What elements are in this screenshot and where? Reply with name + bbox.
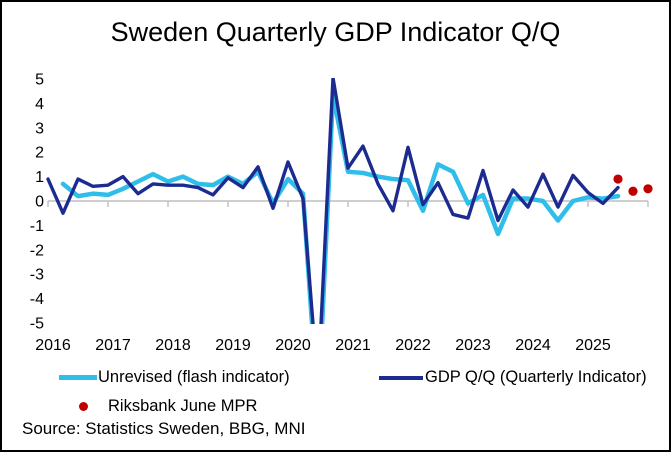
legend-item-mpr: Riksbank June MPR	[79, 397, 257, 415]
y-tick-label: -4	[30, 291, 44, 308]
legend-item-gdp: GDP Q/Q (Quarterly Indicator)	[379, 369, 647, 386]
y-tick-label: 3	[35, 120, 44, 137]
x-tick-label: 2019	[215, 337, 251, 354]
y-tick-label: 1	[35, 169, 44, 186]
mpr-forecast-dot	[613, 174, 623, 184]
y-tick-label: 5	[35, 72, 44, 89]
mpr-forecast-dot	[643, 184, 653, 194]
x-tick-label: 2021	[335, 337, 371, 354]
x-tick-label: 2023	[455, 337, 491, 354]
gdp-series-line	[46, 78, 620, 324]
chart-title: Sweden Quarterly GDP Indicator Q/Q	[110, 17, 561, 47]
y-tick-label: -3	[30, 267, 44, 284]
y-tick-label: 4	[35, 96, 44, 113]
y-tick-label: -1	[30, 218, 44, 235]
y-tick-label: -2	[30, 242, 44, 259]
x-tick-label: 2017	[95, 337, 131, 354]
mpr-dot-icon	[79, 401, 88, 411]
legend-item-flash: Unrevised (flash indicator)	[59, 369, 290, 386]
x-tick-label: 2020	[275, 337, 311, 354]
flash-line-swatch-icon	[59, 375, 97, 380]
y-tick-label: 0	[35, 194, 44, 211]
y-tick-label: 2	[35, 145, 44, 162]
mpr-forecast-dot	[628, 186, 638, 196]
gdp-line-swatch-icon	[379, 375, 423, 380]
source-text: Source: Statistics Sweden, BBG, MNI	[22, 419, 306, 438]
legend-label-gdp: GDP Q/Q (Quarterly Indicator)	[425, 368, 647, 386]
legend-label-mpr: Riksbank June MPR	[108, 396, 258, 415]
x-tick-label: 2022	[395, 337, 431, 354]
x-tick-label: 2025	[575, 337, 611, 354]
y-tick-label: -5	[30, 316, 44, 333]
x-tick-label: 2016	[35, 337, 71, 354]
legend-label-flash: Unrevised (flash indicator)	[98, 368, 290, 386]
flash-series-line	[60, 92, 621, 324]
x-tick-label: 2024	[515, 337, 551, 354]
x-tick-label: 2018	[155, 337, 191, 354]
